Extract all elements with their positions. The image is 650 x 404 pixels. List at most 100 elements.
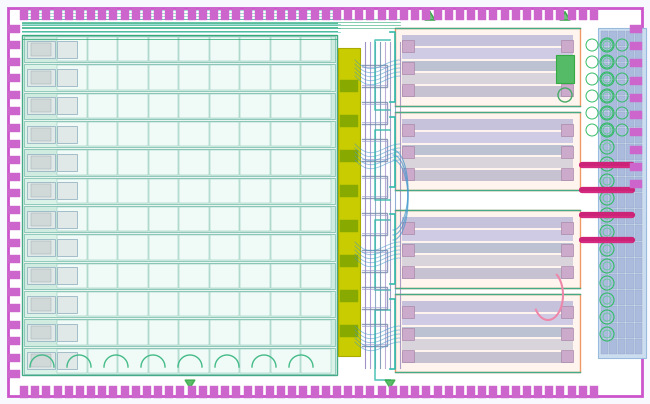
Bar	[210, 264, 239, 288]
Bar	[88, 65, 117, 90]
Bar	[31, 213, 51, 226]
Bar	[31, 326, 51, 339]
Bar	[395, 210, 580, 288]
Bar	[255, 386, 263, 398]
Bar	[556, 8, 564, 20]
Bar	[402, 222, 414, 234]
Bar	[378, 386, 385, 398]
Bar	[8, 189, 20, 197]
Bar	[240, 65, 270, 90]
Bar	[8, 42, 20, 49]
Bar	[57, 267, 77, 284]
Bar	[210, 122, 239, 146]
Bar	[618, 242, 625, 257]
Bar	[179, 292, 209, 316]
Bar	[27, 97, 55, 114]
Bar	[556, 386, 564, 398]
Bar	[88, 179, 117, 203]
Bar	[402, 314, 573, 324]
Bar	[561, 84, 573, 96]
Bar	[240, 179, 270, 203]
Bar	[402, 146, 414, 158]
Bar	[634, 242, 642, 257]
Bar	[149, 65, 178, 90]
Bar	[500, 8, 508, 20]
Bar	[601, 96, 608, 111]
Bar	[57, 126, 77, 143]
Bar	[176, 386, 185, 398]
Bar	[601, 339, 608, 354]
Bar	[302, 94, 331, 118]
Bar	[271, 207, 300, 231]
Bar	[121, 386, 129, 398]
Bar	[132, 8, 140, 20]
Bar	[512, 8, 520, 20]
Bar	[478, 386, 486, 398]
Bar	[618, 274, 625, 289]
Bar	[512, 386, 520, 398]
Bar	[24, 149, 335, 176]
Bar	[27, 296, 55, 313]
Bar	[634, 209, 642, 224]
Bar	[300, 8, 307, 20]
Bar	[610, 31, 617, 46]
Bar	[578, 8, 587, 20]
Bar	[98, 386, 106, 398]
Bar	[389, 386, 396, 398]
Bar	[402, 352, 573, 363]
Bar	[27, 69, 55, 86]
Bar	[610, 258, 617, 273]
Bar	[626, 306, 634, 322]
Bar	[322, 8, 330, 20]
Bar	[57, 179, 86, 203]
Bar	[244, 8, 252, 20]
Bar	[57, 324, 77, 341]
Bar	[27, 210, 55, 228]
Bar	[402, 132, 573, 143]
Bar	[179, 94, 209, 118]
Bar	[88, 349, 117, 373]
Bar	[31, 8, 39, 20]
Bar	[149, 37, 178, 61]
Bar	[601, 306, 608, 322]
Bar	[402, 350, 414, 362]
Bar	[626, 96, 634, 111]
Bar	[634, 63, 642, 79]
Bar	[630, 180, 642, 188]
Bar	[8, 370, 20, 378]
Bar	[402, 230, 573, 241]
Bar	[598, 28, 646, 358]
Bar	[561, 40, 573, 52]
Bar	[149, 292, 178, 316]
Bar	[210, 320, 239, 345]
Bar	[179, 320, 209, 345]
Bar	[634, 47, 642, 62]
Bar	[31, 241, 51, 254]
Bar	[601, 80, 608, 95]
Bar	[20, 386, 28, 398]
Bar	[378, 8, 385, 20]
Bar	[626, 290, 634, 305]
Bar	[24, 121, 335, 147]
Bar	[149, 320, 178, 345]
Bar	[57, 210, 77, 228]
Bar	[626, 323, 634, 338]
Bar	[31, 71, 51, 84]
Bar	[340, 80, 358, 92]
Bar	[367, 386, 374, 398]
Bar	[179, 65, 209, 90]
Bar	[154, 8, 162, 20]
Bar	[630, 77, 642, 85]
Bar	[618, 339, 625, 354]
Bar	[402, 170, 573, 181]
Bar	[210, 37, 239, 61]
Bar	[302, 236, 331, 260]
Bar	[402, 84, 414, 96]
Bar	[8, 140, 20, 148]
Bar	[240, 122, 270, 146]
Bar	[188, 8, 196, 20]
Bar	[610, 323, 617, 338]
Bar	[118, 207, 148, 231]
Bar	[610, 290, 617, 305]
Bar	[402, 306, 414, 318]
